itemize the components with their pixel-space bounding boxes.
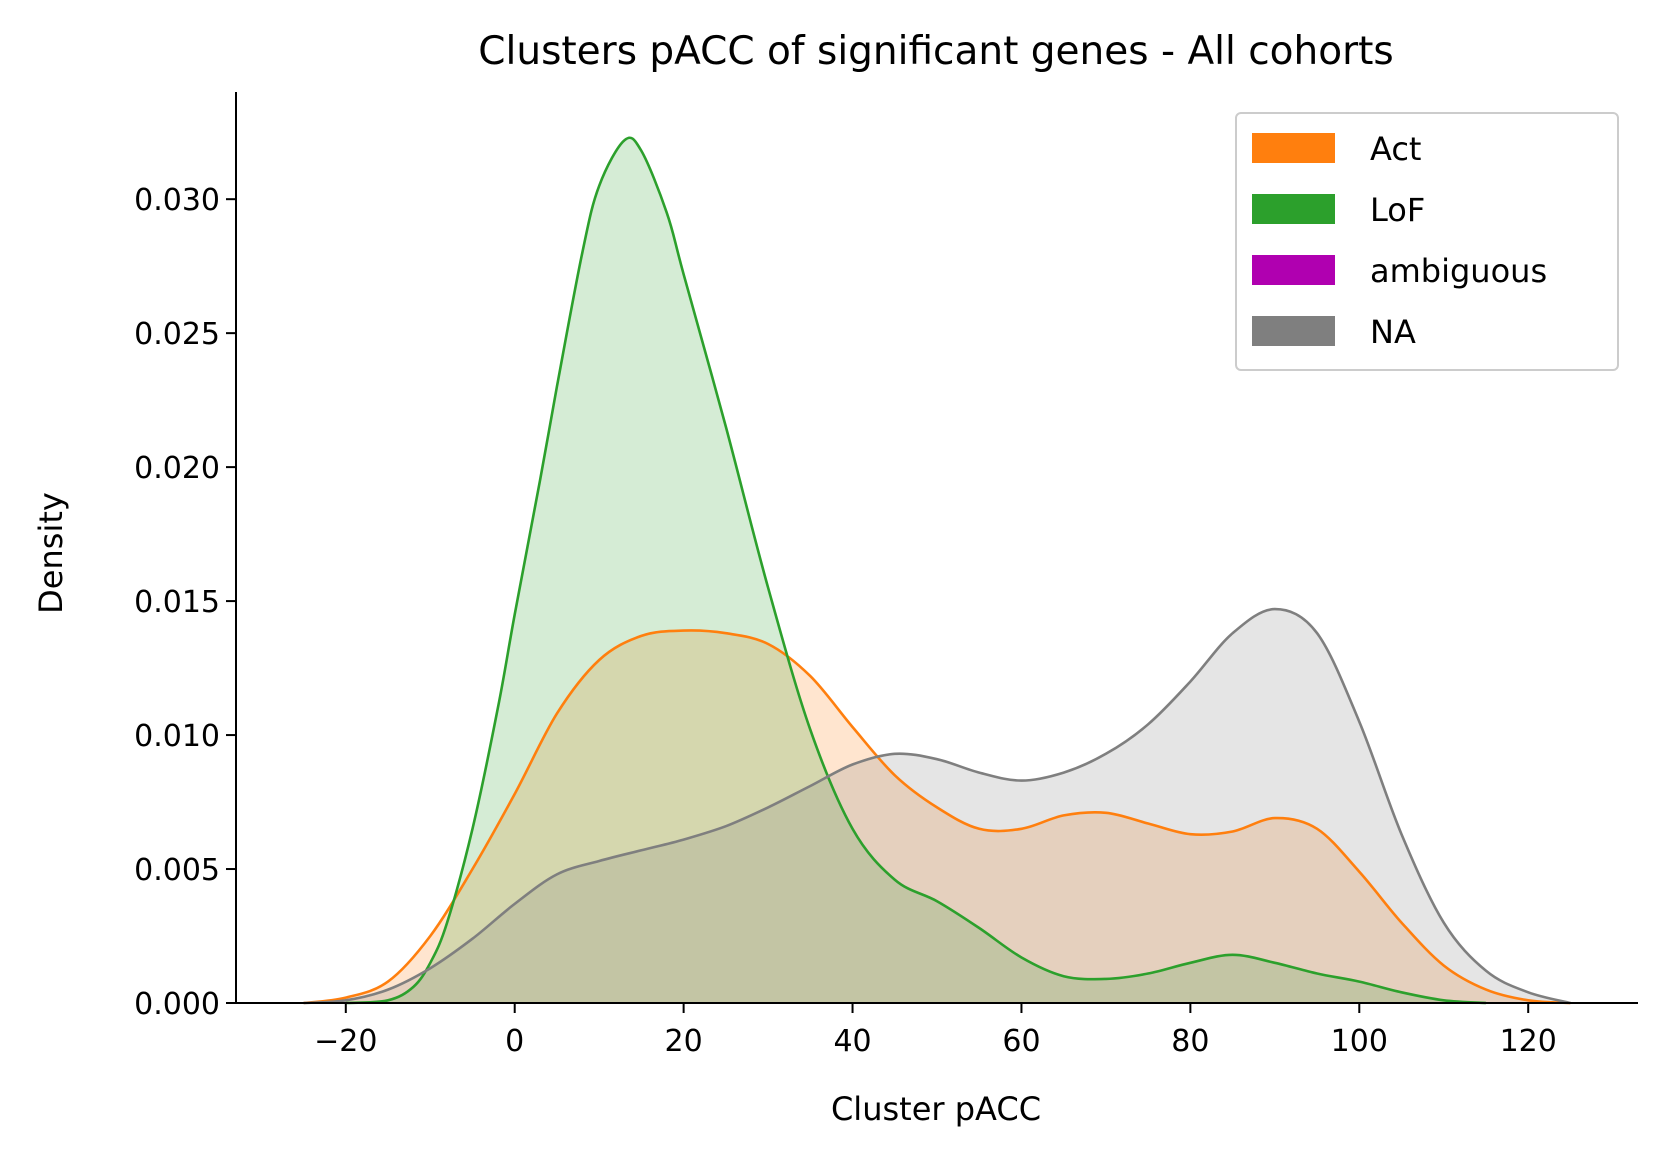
y-tick-label: 0.000 xyxy=(134,987,220,1022)
density-line-na xyxy=(303,607,1571,1005)
density-area-act xyxy=(303,630,1571,1003)
legend-swatch-act xyxy=(1252,133,1335,163)
density-line-lof xyxy=(345,136,1487,1005)
legend: Act LoF ambiguous NA xyxy=(1235,112,1619,371)
y-tick-label: 0.020 xyxy=(134,451,220,486)
y-axis-ticks: 0.000 0.005 0.010 0.015 0.020 0.025 0.030 xyxy=(134,183,236,1022)
y-tick-label: 0.010 xyxy=(134,719,220,754)
x-axis-label: Cluster pACC xyxy=(831,1090,1041,1128)
x-tick-label: 20 xyxy=(665,1024,703,1059)
legend-label-ambiguous: ambiguous xyxy=(1370,252,1547,290)
x-axis-ticks: −20 0 20 40 60 80 100 120 xyxy=(314,1003,1557,1059)
legend-label-na: NA xyxy=(1370,313,1416,351)
x-tick-label: 40 xyxy=(833,1024,871,1059)
density-lines xyxy=(303,136,1571,1005)
density-line-act xyxy=(303,629,1571,1005)
y-axis-label: Density xyxy=(32,492,70,614)
chart-title: Clusters pACC of significant genes - All… xyxy=(478,29,1393,74)
x-tick-label: 80 xyxy=(1171,1024,1209,1059)
legend-swatch-ambiguous xyxy=(1252,255,1335,285)
y-tick-label: 0.005 xyxy=(134,853,220,888)
legend-label-act: Act xyxy=(1370,130,1421,168)
legend-label-lof: LoF xyxy=(1370,191,1425,229)
x-tick-label: −20 xyxy=(314,1024,377,1059)
density-area-lof xyxy=(345,137,1486,1004)
legend-items: Act LoF ambiguous NA xyxy=(1252,130,1547,351)
x-tick-label: 0 xyxy=(505,1024,524,1059)
legend-frame xyxy=(1235,112,1619,371)
y-tick-label: 0.025 xyxy=(134,317,220,352)
y-tick-label: 0.015 xyxy=(134,585,220,620)
legend-swatch-lof xyxy=(1252,194,1335,224)
x-tick-label: 100 xyxy=(1331,1024,1388,1059)
x-tick-label: 120 xyxy=(1500,1024,1557,1059)
x-tick-label: 60 xyxy=(1002,1024,1040,1059)
legend-swatch-na xyxy=(1252,316,1335,346)
y-tick-label: 0.030 xyxy=(134,183,220,218)
